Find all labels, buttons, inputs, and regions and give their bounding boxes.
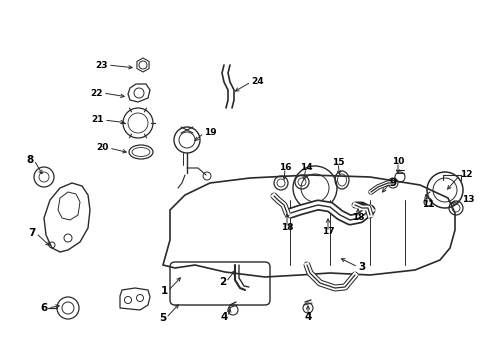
Text: 22: 22 [90,89,103,98]
Text: 5: 5 [159,313,165,323]
Text: 3: 3 [357,262,365,272]
Text: 24: 24 [250,77,263,86]
Text: 13: 13 [461,195,473,204]
Text: 23: 23 [95,60,108,69]
Text: 4: 4 [220,312,227,322]
Text: 11: 11 [421,201,433,210]
Text: 20: 20 [97,144,109,153]
Text: 1: 1 [161,286,168,296]
Text: 2: 2 [218,277,225,287]
Text: 10: 10 [391,157,404,166]
Text: 14: 14 [299,163,312,172]
Text: 17: 17 [321,228,334,237]
Text: 6: 6 [41,303,48,313]
Text: 18: 18 [280,224,293,233]
Text: 16: 16 [278,163,291,172]
Text: 18: 18 [351,213,364,222]
Text: 15: 15 [331,158,344,167]
Text: 9: 9 [389,178,396,188]
Text: 8: 8 [27,155,34,165]
Text: 4: 4 [304,312,311,322]
Text: 12: 12 [459,171,471,180]
Text: 7: 7 [29,228,36,238]
Text: 19: 19 [203,129,216,138]
Text: 21: 21 [91,116,104,125]
